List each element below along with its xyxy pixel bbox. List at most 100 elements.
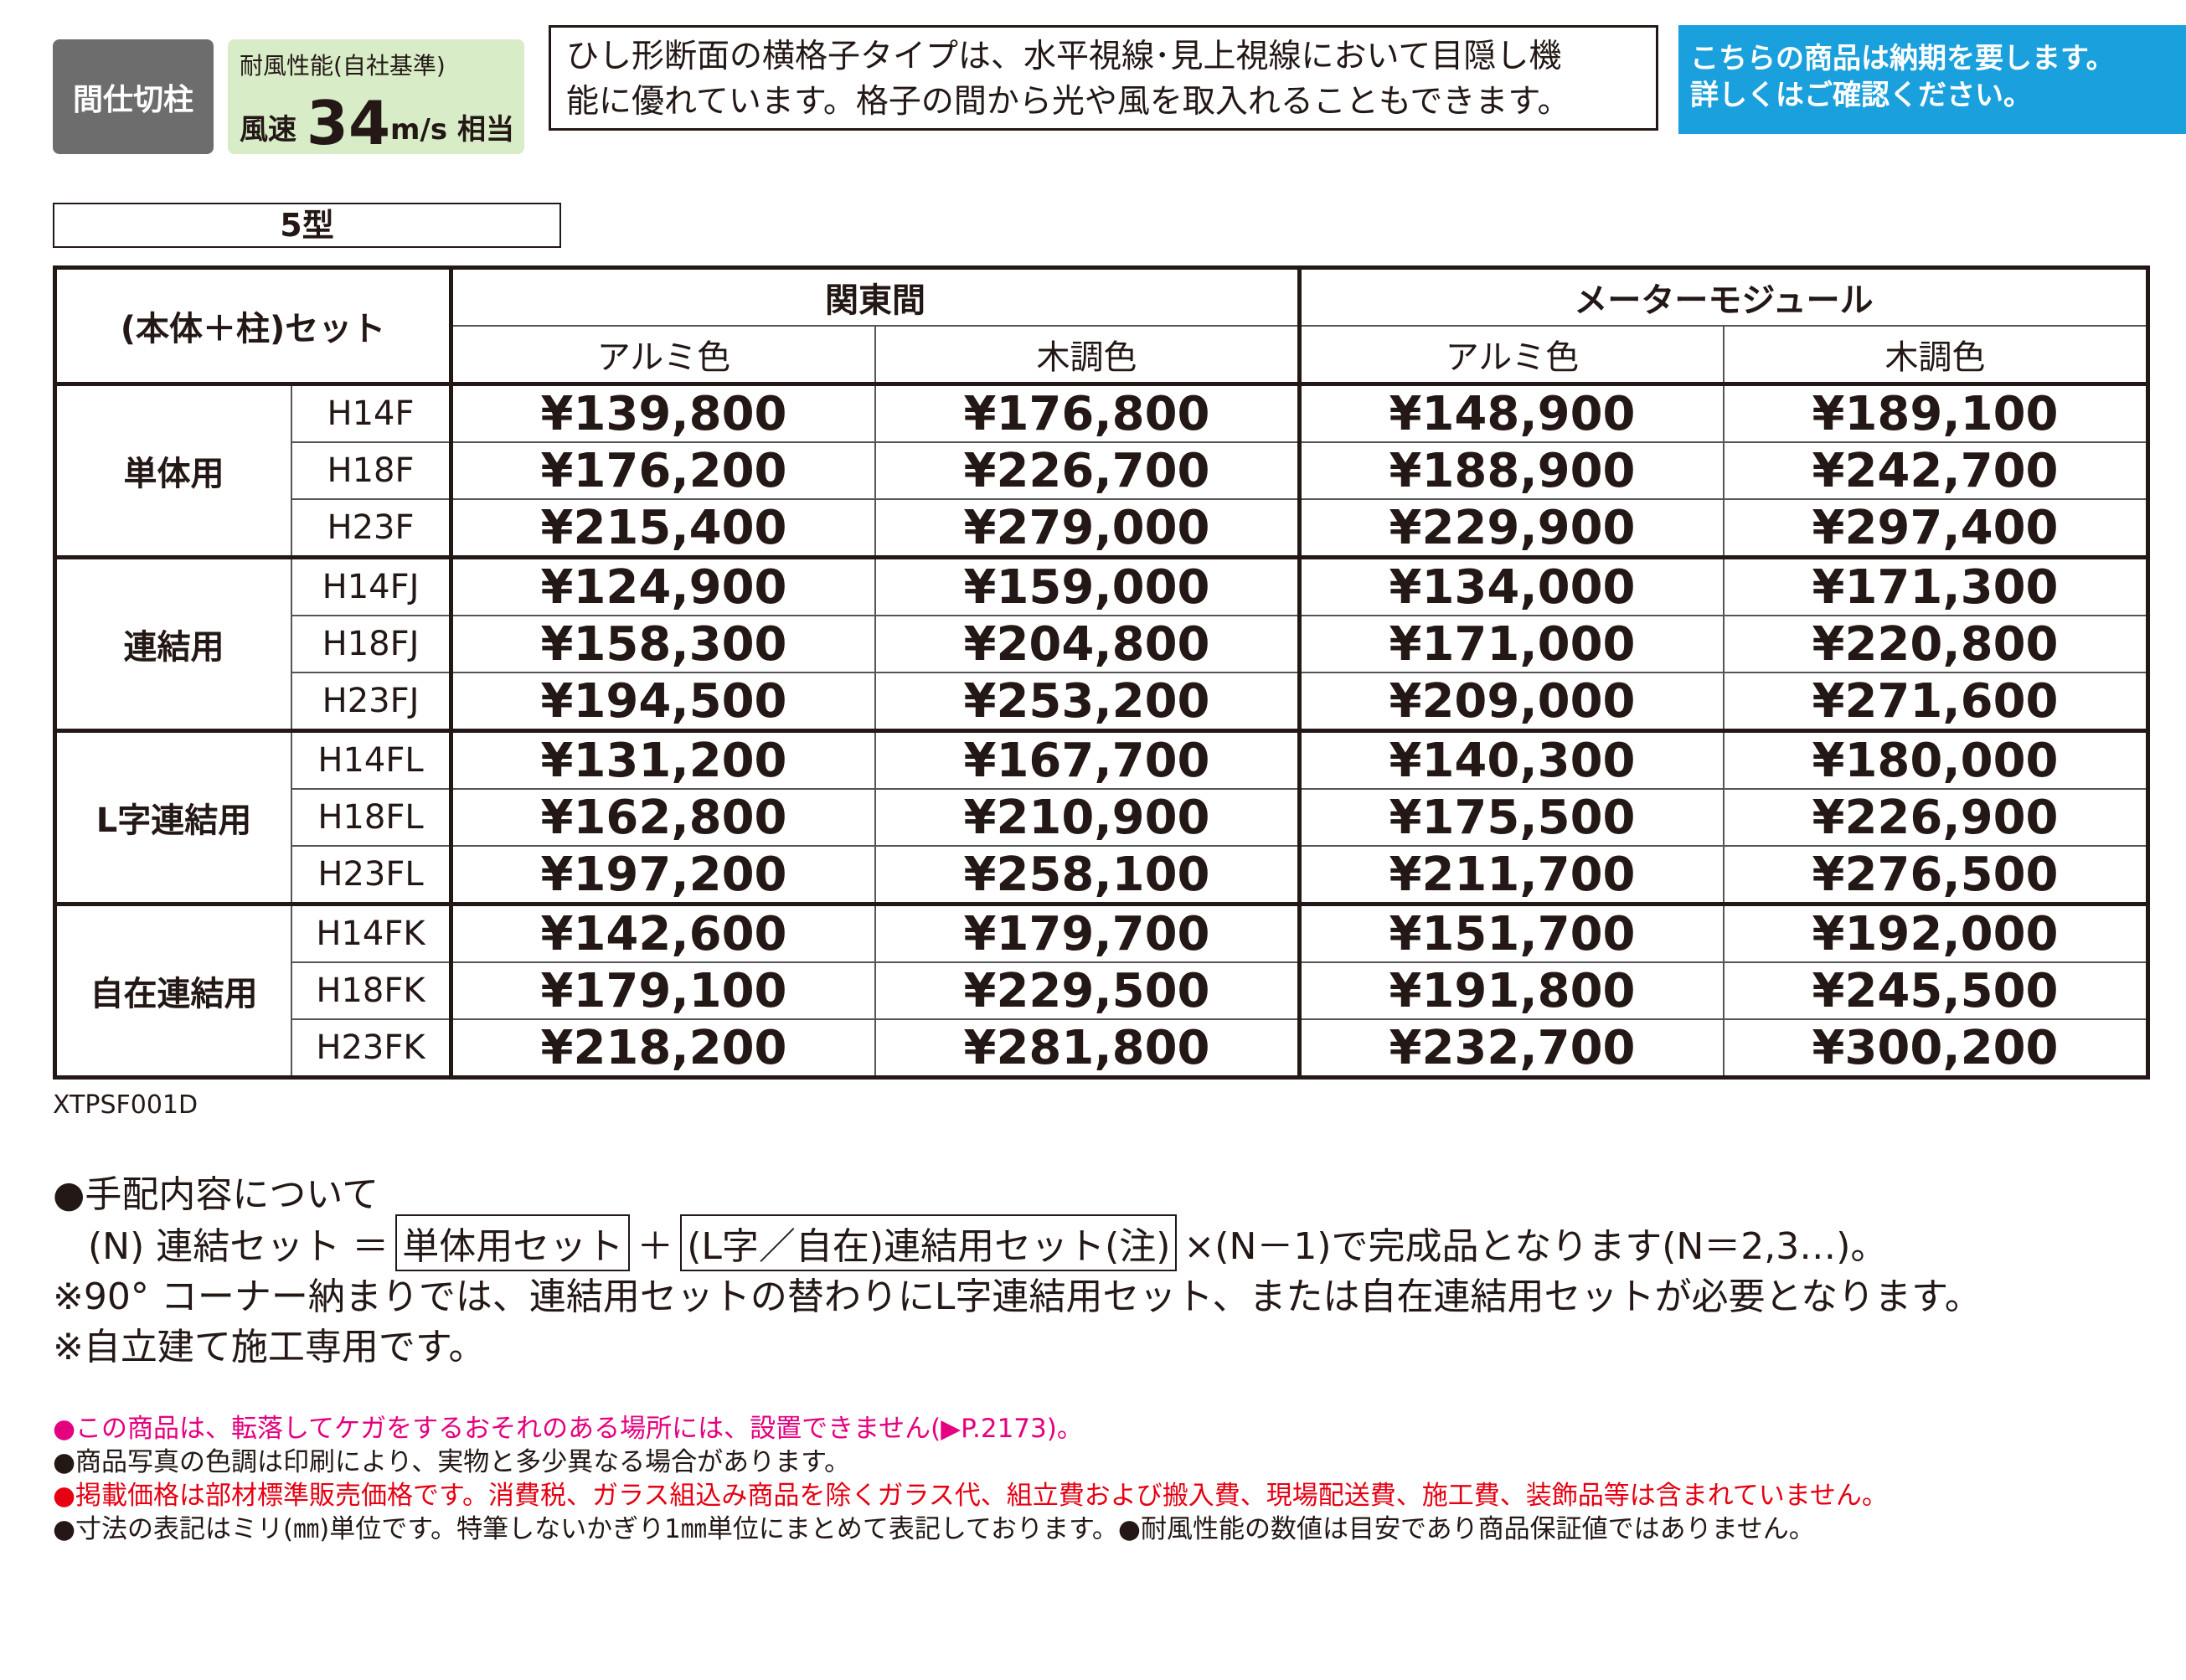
price-row: 連結用 H14FJ ¥124,900 ¥159,000 ¥134,000 ¥171,300 <box>54 555 2149 732</box>
subheader-row: アルミ色 木調色 アルミ色 木調色 <box>55 325 2149 385</box>
model-code: H23FL <box>291 845 452 905</box>
description-line: 能に優れています。格子の間から光や風を取入れることもできます。 <box>566 83 1570 121</box>
model-code: H18FK <box>291 961 452 1020</box>
model-code: H23F <box>291 498 452 559</box>
price: ¥167,700 <box>874 729 1301 790</box>
footnote: ●この商品は、転落してケガをするおそれのある場所には、設置できません(▶P.21… <box>53 1414 1083 1444</box>
notes-heading: ●手配内容について <box>53 1173 379 1216</box>
formula: (N) 連結セット ＝単体用セット＋ (L字／自在)連結用セット(注) ×(N－1)… <box>88 1214 1887 1271</box>
wind-suffix: 相当 <box>456 113 514 147</box>
price: ¥204,800 <box>874 615 1301 673</box>
price: ¥220,800 <box>1723 615 2149 673</box>
wind-value: 34 <box>306 88 391 158</box>
model-code: H18F <box>291 441 452 500</box>
notice-line: こちらの商品は納期を要します。 <box>1690 42 2115 75</box>
model-code: H18FJ <box>291 615 452 673</box>
description: ひし形断面の横格子タイプは、水平視線･見上視線において目隠し機 能に優れています… <box>549 25 1658 131</box>
wind-unit: m/s <box>390 113 448 147</box>
table-title: 5型 <box>53 203 561 248</box>
corner-header: (本体＋柱)セット <box>54 266 452 385</box>
price: ¥197,200 <box>449 845 876 905</box>
price: ¥139,800 <box>449 382 876 443</box>
price: ¥210,900 <box>874 788 1301 847</box>
model-code: H14FL <box>291 729 452 790</box>
price-row: H23FJ ¥194,500 ¥253,200 ¥209,000 ¥271,600 <box>55 672 2149 732</box>
price-row: H23FK ¥218,200 ¥281,800 ¥232,700 ¥300,200 <box>55 1018 2149 1079</box>
formula-text: ×(N－1)で完成品となります(N＝2,3…)。 <box>1183 1225 1888 1268</box>
price: ¥140,300 <box>1297 729 1725 790</box>
price: ¥211,700 <box>1297 845 1725 905</box>
price-row: H18FJ ¥158,300 ¥204,800 ¥171,000 ¥220,800 <box>55 615 2149 673</box>
formula-box: 単体用セット <box>395 1214 631 1271</box>
price: ¥171,300 <box>1723 555 2149 616</box>
description-line: ひし形断面の横格子タイプは、水平視線･見上視線において目隠し機 <box>566 38 1562 75</box>
price: ¥134,000 <box>1297 555 1725 616</box>
header-row: (本体＋柱)セット 関東間 メーターモジュール <box>54 266 2149 385</box>
price-row: H23FL ¥197,200 ¥258,100 ¥211,700 ¥276,500 <box>55 845 2149 905</box>
model-code: H23FK <box>291 1018 452 1079</box>
notice-line: 詳しくはご確認ください。 <box>1690 79 2032 112</box>
section-name: 連結用 <box>54 555 292 732</box>
price: ¥179,700 <box>874 902 1301 963</box>
price: ¥131,200 <box>449 729 876 790</box>
wind-prefix: 風速 <box>240 113 296 147</box>
price: ¥245,500 <box>1723 961 2149 1020</box>
formula-text: ＋ <box>637 1225 674 1268</box>
price: ¥297,400 <box>1723 498 2149 559</box>
price: ¥258,100 <box>874 845 1301 905</box>
price: ¥226,900 <box>1723 788 2149 847</box>
price: ¥176,200 <box>449 441 876 500</box>
wind-speed: 風速 34m/s 相当 <box>240 88 514 158</box>
sub-header: アルミ色 <box>1297 325 1725 385</box>
price: ¥194,500 <box>449 672 876 732</box>
price: ¥218,200 <box>449 1018 876 1079</box>
group-header: メーターモジュール <box>1297 266 2149 327</box>
price: ¥151,700 <box>1297 902 1725 963</box>
price-table: (本体＋柱)セット 関東間 メーターモジュール アルミ色 木調色 アルミ色 木調色 単体用 H1… <box>53 265 2150 1080</box>
price: ¥191,800 <box>1297 961 1725 1020</box>
price-row: H18FL ¥162,800 ¥210,900 ¥175,500 ¥226,900 <box>55 788 2149 847</box>
price: ¥226,700 <box>874 441 1301 500</box>
model-code: H14FJ <box>291 555 452 616</box>
price-row: L字連結用 H14FL ¥131,200 ¥167,700 ¥140,300 ¥180,0… <box>54 729 2149 905</box>
price: ¥276,500 <box>1723 845 2149 905</box>
price: ¥209,000 <box>1297 672 1725 732</box>
price: ¥271,600 <box>1723 672 2149 732</box>
price: ¥188,900 <box>1297 441 1725 500</box>
footnote: ●掲載価格は部材標準販売価格です。消費税、ガラス組込み商品を除くガラス代、組立費… <box>53 1481 1888 1511</box>
footnote: ●寸法の表記はミリ(㎜)単位です。特筆しないかぎり1㎜単位にまとめて表記しており… <box>53 1514 1815 1544</box>
footnote: ●商品写真の色調は印刷により、実物と多少異なる場合があります。 <box>53 1447 851 1477</box>
category-badge: 間仕切柱 <box>53 39 214 154</box>
model-code: H14F <box>291 382 452 443</box>
price: ¥175,500 <box>1297 788 1725 847</box>
model-code: H14FK <box>291 902 452 963</box>
price: ¥279,000 <box>874 498 1301 559</box>
price: ¥159,000 <box>874 555 1301 616</box>
price-row: 単体用 H14F ¥139,800 ¥176,800 ¥148,900 ¥189,100 <box>54 382 2149 559</box>
price: ¥142,600 <box>449 902 876 963</box>
model-code: H18FL <box>291 788 452 847</box>
model-code: H23FJ <box>291 672 452 732</box>
price-row: H23F ¥215,400 ¥279,000 ¥229,900 ¥297,400 <box>55 498 2149 559</box>
formula-text: (N) 連結セット ＝ <box>88 1225 389 1268</box>
price: ¥162,800 <box>449 788 876 847</box>
wind-badge: 耐風性能(自社基準) 風速 34m/s 相当 <box>228 39 524 158</box>
section-name: L字連結用 <box>54 729 292 905</box>
price: ¥124,900 <box>449 555 876 616</box>
price: ¥148,900 <box>1297 382 1725 443</box>
price: ¥229,500 <box>874 961 1301 1020</box>
price-row: H18F ¥176,200 ¥226,700 ¥188,900 ¥242,700 <box>55 441 2149 500</box>
section-name: 単体用 <box>54 382 292 559</box>
price-row: H18FK ¥179,100 ¥229,500 ¥191,800 ¥245,500 <box>55 961 2149 1020</box>
price: ¥229,900 <box>1297 498 1725 559</box>
notice: こちらの商品は納期を要します。 詳しくはご確認ください。 <box>1678 25 2186 134</box>
section-name: 自在連結用 <box>54 902 292 1079</box>
group-header: 関東間 <box>449 266 1301 327</box>
sub-header: 木調色 <box>1723 325 2149 385</box>
price: ¥171,000 <box>1297 615 1725 673</box>
price: ¥176,800 <box>874 382 1301 443</box>
table-code: XTPSF001D <box>53 1090 198 1120</box>
sub-header: アルミ色 <box>449 325 876 385</box>
price: ¥189,100 <box>1723 382 2149 443</box>
price: ¥192,000 <box>1723 902 2149 963</box>
